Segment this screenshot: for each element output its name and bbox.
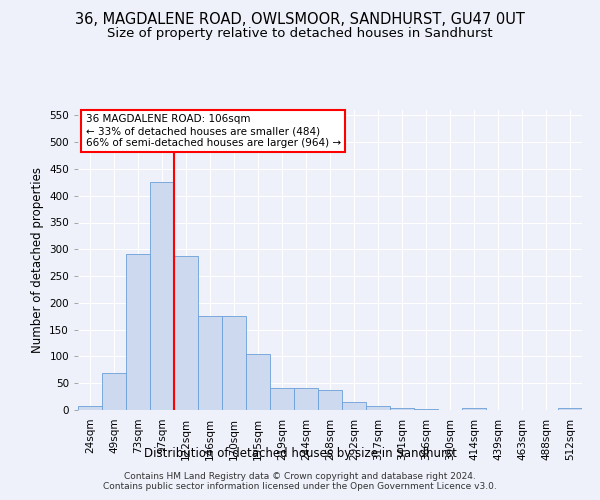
Bar — [318, 390, 342, 410]
Bar — [222, 316, 246, 410]
Bar — [246, 354, 270, 410]
Text: Size of property relative to detached houses in Sandhurst: Size of property relative to detached ho… — [107, 28, 493, 40]
Bar — [126, 254, 150, 410]
Bar — [174, 256, 198, 410]
Bar — [366, 406, 390, 410]
Bar — [78, 406, 102, 410]
Bar — [294, 388, 318, 410]
Bar — [390, 408, 414, 410]
Text: 36, MAGDALENE ROAD, OWLSMOOR, SANDHURST, GU47 0UT: 36, MAGDALENE ROAD, OWLSMOOR, SANDHURST,… — [75, 12, 525, 28]
Text: Contains public sector information licensed under the Open Government Licence v3: Contains public sector information licen… — [103, 482, 497, 491]
Bar — [462, 408, 486, 410]
Text: Contains HM Land Registry data © Crown copyright and database right 2024.: Contains HM Land Registry data © Crown c… — [124, 472, 476, 481]
Text: 36 MAGDALENE ROAD: 106sqm
← 33% of detached houses are smaller (484)
66% of semi: 36 MAGDALENE ROAD: 106sqm ← 33% of detac… — [86, 114, 341, 148]
Bar — [270, 388, 294, 410]
Bar — [342, 402, 366, 410]
Bar — [198, 316, 222, 410]
Bar — [102, 372, 126, 410]
Bar — [558, 408, 582, 410]
Text: Distribution of detached houses by size in Sandhurst: Distribution of detached houses by size … — [143, 448, 457, 460]
Bar — [150, 182, 174, 410]
Y-axis label: Number of detached properties: Number of detached properties — [31, 167, 44, 353]
